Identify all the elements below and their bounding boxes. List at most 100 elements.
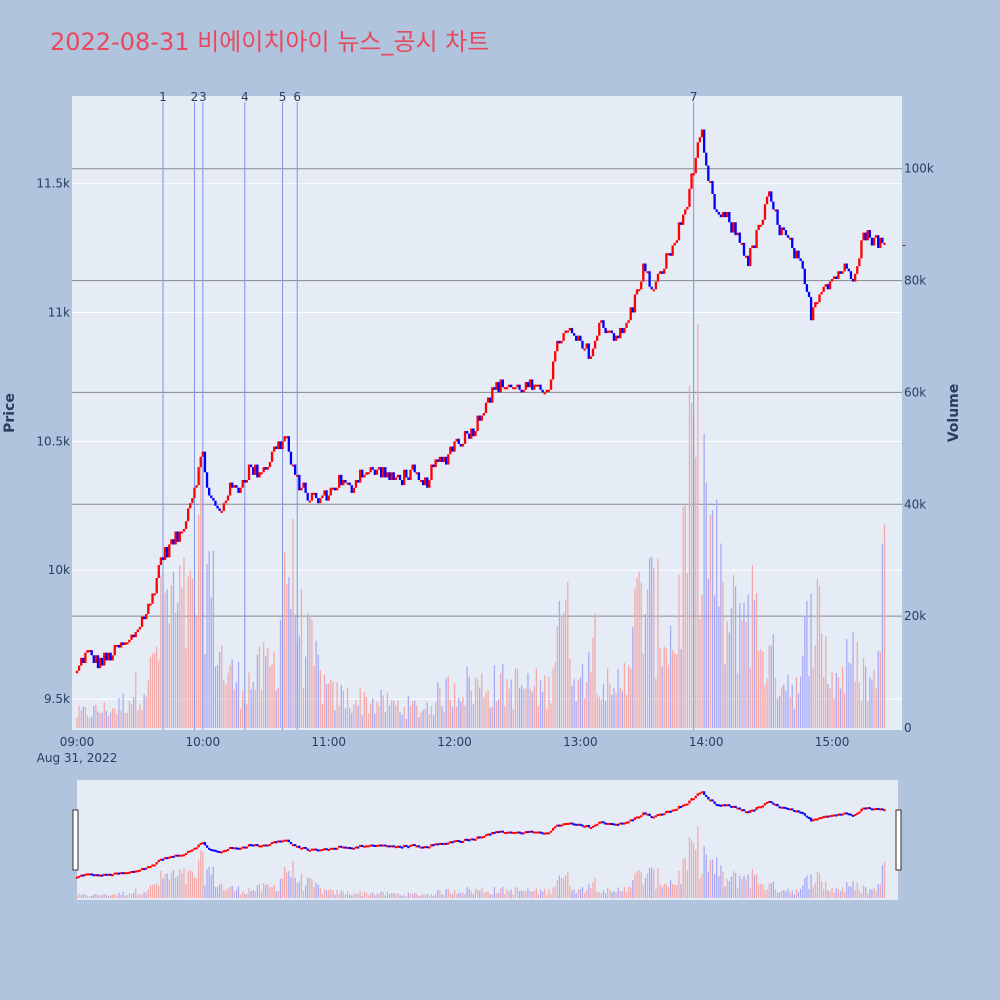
slider-volume-bar-166 xyxy=(424,894,426,898)
volume-bar-144 xyxy=(378,705,380,728)
candle-236 xyxy=(570,327,574,334)
slider-candle-272 xyxy=(646,813,649,816)
slider-candle-25 xyxy=(128,871,131,874)
slider-volume-bar-348 xyxy=(806,875,808,898)
range-slider[interactable] xyxy=(72,780,902,900)
candle-380 xyxy=(872,237,876,246)
volume-bar-58 xyxy=(198,514,200,728)
slider-candle-354 xyxy=(818,817,821,820)
slider-volume-bar-120 xyxy=(328,890,330,898)
chart-title: 2022-08-31 비에이치아이 뉴스_공시 차트 xyxy=(50,28,489,56)
candle-167 xyxy=(426,477,429,488)
candle-136 xyxy=(361,469,364,478)
volume-bar-189 xyxy=(472,703,475,728)
candle-71 xyxy=(224,500,228,504)
candle-4 xyxy=(84,652,87,663)
volume-bar-270 xyxy=(642,653,644,728)
slider-candle-364 xyxy=(839,813,842,816)
volume-bar-339 xyxy=(787,674,789,728)
slider-candle-342 xyxy=(793,809,796,812)
candle-72 xyxy=(226,495,230,501)
slider-candle-292 xyxy=(688,800,691,804)
slider-volume-bar-4 xyxy=(84,894,87,898)
candle-336 xyxy=(780,227,783,236)
slider-volume-bar-300 xyxy=(705,854,707,898)
slider-candle-298 xyxy=(700,791,704,794)
volume-bar-279 xyxy=(661,666,663,728)
candle-52 xyxy=(184,521,188,529)
news-label-5: 5 xyxy=(279,90,287,104)
candle-379 xyxy=(870,237,874,246)
slider-volume-bar-122 xyxy=(332,889,334,898)
slider-volume-bar-203 xyxy=(502,886,504,898)
volume-bar-119 xyxy=(325,684,328,728)
slider-candle-131 xyxy=(350,847,353,850)
slider-candle-117 xyxy=(321,849,324,852)
candle-306 xyxy=(717,211,720,215)
volume-bar-210 xyxy=(516,668,519,728)
candle-3 xyxy=(82,657,85,663)
candle-374 xyxy=(860,240,863,259)
volume-bar-380 xyxy=(873,670,875,728)
slider-volume-bar-26 xyxy=(130,893,133,898)
volume-bar-303 xyxy=(711,510,714,728)
slider-volume-bar-283 xyxy=(669,879,672,898)
volume-bar-177 xyxy=(447,675,449,728)
slider-candle-70 xyxy=(222,850,225,853)
slider-volume-bar-264 xyxy=(630,887,632,898)
volume-bar-280 xyxy=(663,646,665,728)
time-tick-2: 11:00 xyxy=(311,735,346,749)
slider-candle-119 xyxy=(325,848,328,851)
volume-bar-39 xyxy=(158,659,160,728)
volume-bar-240 xyxy=(579,677,582,728)
volume-bar-23 xyxy=(124,713,126,728)
volume-bar-188 xyxy=(470,690,472,728)
candle-102 xyxy=(289,451,293,465)
slider-candle-174 xyxy=(440,842,444,845)
slider-candle-239 xyxy=(577,823,580,826)
volume-bar-297 xyxy=(699,618,701,728)
slider-candle-224 xyxy=(545,832,548,835)
slider-volume-bar-131 xyxy=(351,895,353,898)
slider-candle-226 xyxy=(549,830,553,833)
candle-113 xyxy=(312,492,316,495)
slider-candle-132 xyxy=(352,847,356,850)
slider-volume-bar-196 xyxy=(487,891,489,898)
volume-bar-107 xyxy=(300,589,303,728)
price-tick-0: 9.5k xyxy=(44,692,70,706)
volume-bar-40 xyxy=(160,575,162,728)
candle-175 xyxy=(442,456,446,462)
candle-231 xyxy=(560,340,563,344)
candle-279 xyxy=(661,271,664,274)
candle-145 xyxy=(379,467,383,478)
volume-bar-167 xyxy=(426,702,428,728)
slider-candle-120 xyxy=(327,849,330,852)
slider-volume-bar-144 xyxy=(378,893,380,898)
candle-360 xyxy=(830,278,834,282)
candle-329 xyxy=(765,196,769,205)
slider-candle-365 xyxy=(841,813,844,816)
slider-volume-bar-105 xyxy=(296,882,298,898)
slider-candle-277 xyxy=(656,814,660,817)
slider-volume-bar-274 xyxy=(651,867,653,898)
candle-375 xyxy=(862,232,865,241)
slider-candle-385 xyxy=(883,809,886,812)
range-slider-right-handle[interactable] xyxy=(895,809,902,871)
slider-volume-bar-253 xyxy=(607,887,609,898)
slider-candle-95 xyxy=(275,841,278,844)
slider-candle-232 xyxy=(562,823,565,826)
candle-348 xyxy=(805,284,809,292)
volume-bar-271 xyxy=(644,614,647,728)
range-slider-left-handle[interactable] xyxy=(72,809,79,871)
candle-14 xyxy=(105,652,108,661)
volume-bar-251 xyxy=(602,683,605,728)
candle-322 xyxy=(751,245,754,249)
volume-bar-364 xyxy=(839,688,842,728)
slider-volume-bar-298 xyxy=(701,874,703,898)
volume-tick-2: 40k xyxy=(904,497,926,511)
candle-100 xyxy=(285,436,288,439)
slider-volume-bar-114 xyxy=(315,882,317,898)
volume-bar-142 xyxy=(374,713,376,728)
candle-6 xyxy=(88,650,91,653)
